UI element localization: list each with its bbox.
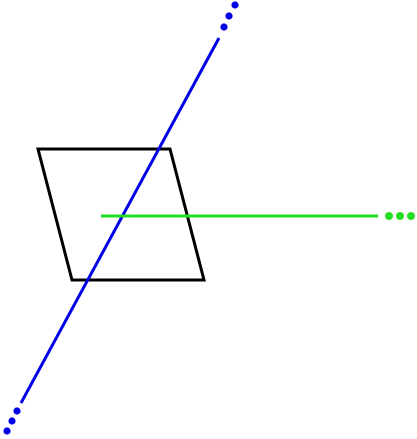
dot — [13, 407, 21, 415]
blue-line-bottom-dots — [3, 407, 21, 435]
dot — [231, 1, 239, 9]
dot — [8, 417, 16, 425]
blue-line-top-dots — [220, 1, 239, 31]
dot — [385, 212, 393, 220]
dot — [225, 12, 233, 20]
parallelogram — [36, 147, 206, 282]
dot — [396, 212, 404, 220]
dot — [407, 212, 415, 220]
blue-line — [19, 37, 221, 404]
green-line-dots — [385, 212, 415, 220]
dot — [3, 427, 11, 435]
dot — [220, 23, 228, 31]
